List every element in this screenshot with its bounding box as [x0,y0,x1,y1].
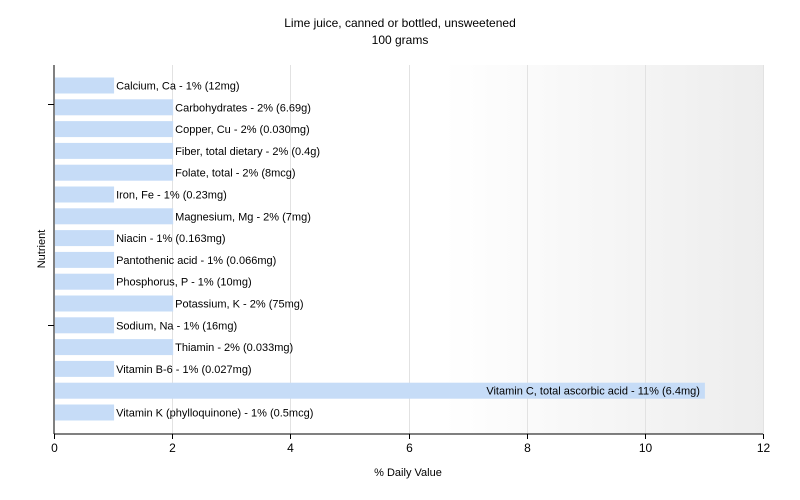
x-tick-label: 2 [169,441,176,455]
x-tick-label: 8 [524,441,531,455]
bar [55,295,174,312]
chart-subtitle: 100 grams [372,33,429,47]
bar-label: Niacin - 1% (0.163mg) [116,233,225,245]
bar-label: Thiamin - 2% (0.033mg) [175,342,293,354]
x-tick-label: 6 [406,441,413,455]
x-axis-title: % Daily Value [374,467,442,479]
bar [55,186,115,203]
x-axis-ticks: 0 2 4 6 8 10 12 [51,434,770,455]
y-axis-ticks [48,104,54,326]
bar-label: Iron, Fe - 1% (0.23mg) [116,190,227,202]
bar-label: Folate, total - 2% (8mcg) [175,168,295,180]
bars-group [55,77,705,421]
plot-area-background [54,65,763,434]
gridlines [172,65,764,434]
bar-label: Phosphorus, P - 1% (10mg) [116,277,252,289]
bar-label: Vitamin B-6 - 1% (0.027mg) [116,364,252,376]
bar [55,273,115,290]
bar [55,121,174,138]
bar [55,251,115,268]
bar [55,360,115,377]
x-tick-label: 4 [287,441,294,455]
bar [55,317,115,334]
x-tick-label: 10 [639,441,653,455]
bar-label: Carbohydrates - 2% (6.69g) [175,102,311,114]
chart-title: Lime juice, canned or bottled, unsweeten… [284,16,516,30]
bar-label: Vitamin K (phylloquinone) - 1% (0.5mcg) [116,408,313,420]
bar [55,339,174,356]
y-axis-title: Nutrient [36,230,48,269]
x-tick-label: 12 [757,441,771,455]
bar-label: Potassium, K - 2% (75mg) [175,299,303,311]
bar [55,164,174,181]
bar [55,142,174,159]
bar [55,99,174,116]
bar-labels-group: Calcium, Ca - 1% (12mg) Carbohydrates - 2… [116,81,700,420]
bar [55,208,174,225]
bar-label: Sodium, Na - 1% (16mg) [116,320,237,332]
bar [55,77,115,94]
bar [55,382,705,399]
bar [55,404,115,421]
bar-label: Calcium, Ca - 1% (12mg) [116,81,239,93]
x-tick-label: 0 [51,441,58,455]
bar-label: Magnesium, Mg - 2% (7mg) [175,211,311,223]
bar-label: Fiber, total dietary - 2% (0.4g) [175,146,320,158]
bar-label: Vitamin C, total ascorbic acid - 11% (6.… [486,386,700,398]
bar-label: Copper, Cu - 2% (0.030mg) [175,124,310,136]
bar [55,230,115,247]
bar-label: Pantothenic acid - 1% (0.066mg) [116,255,276,267]
